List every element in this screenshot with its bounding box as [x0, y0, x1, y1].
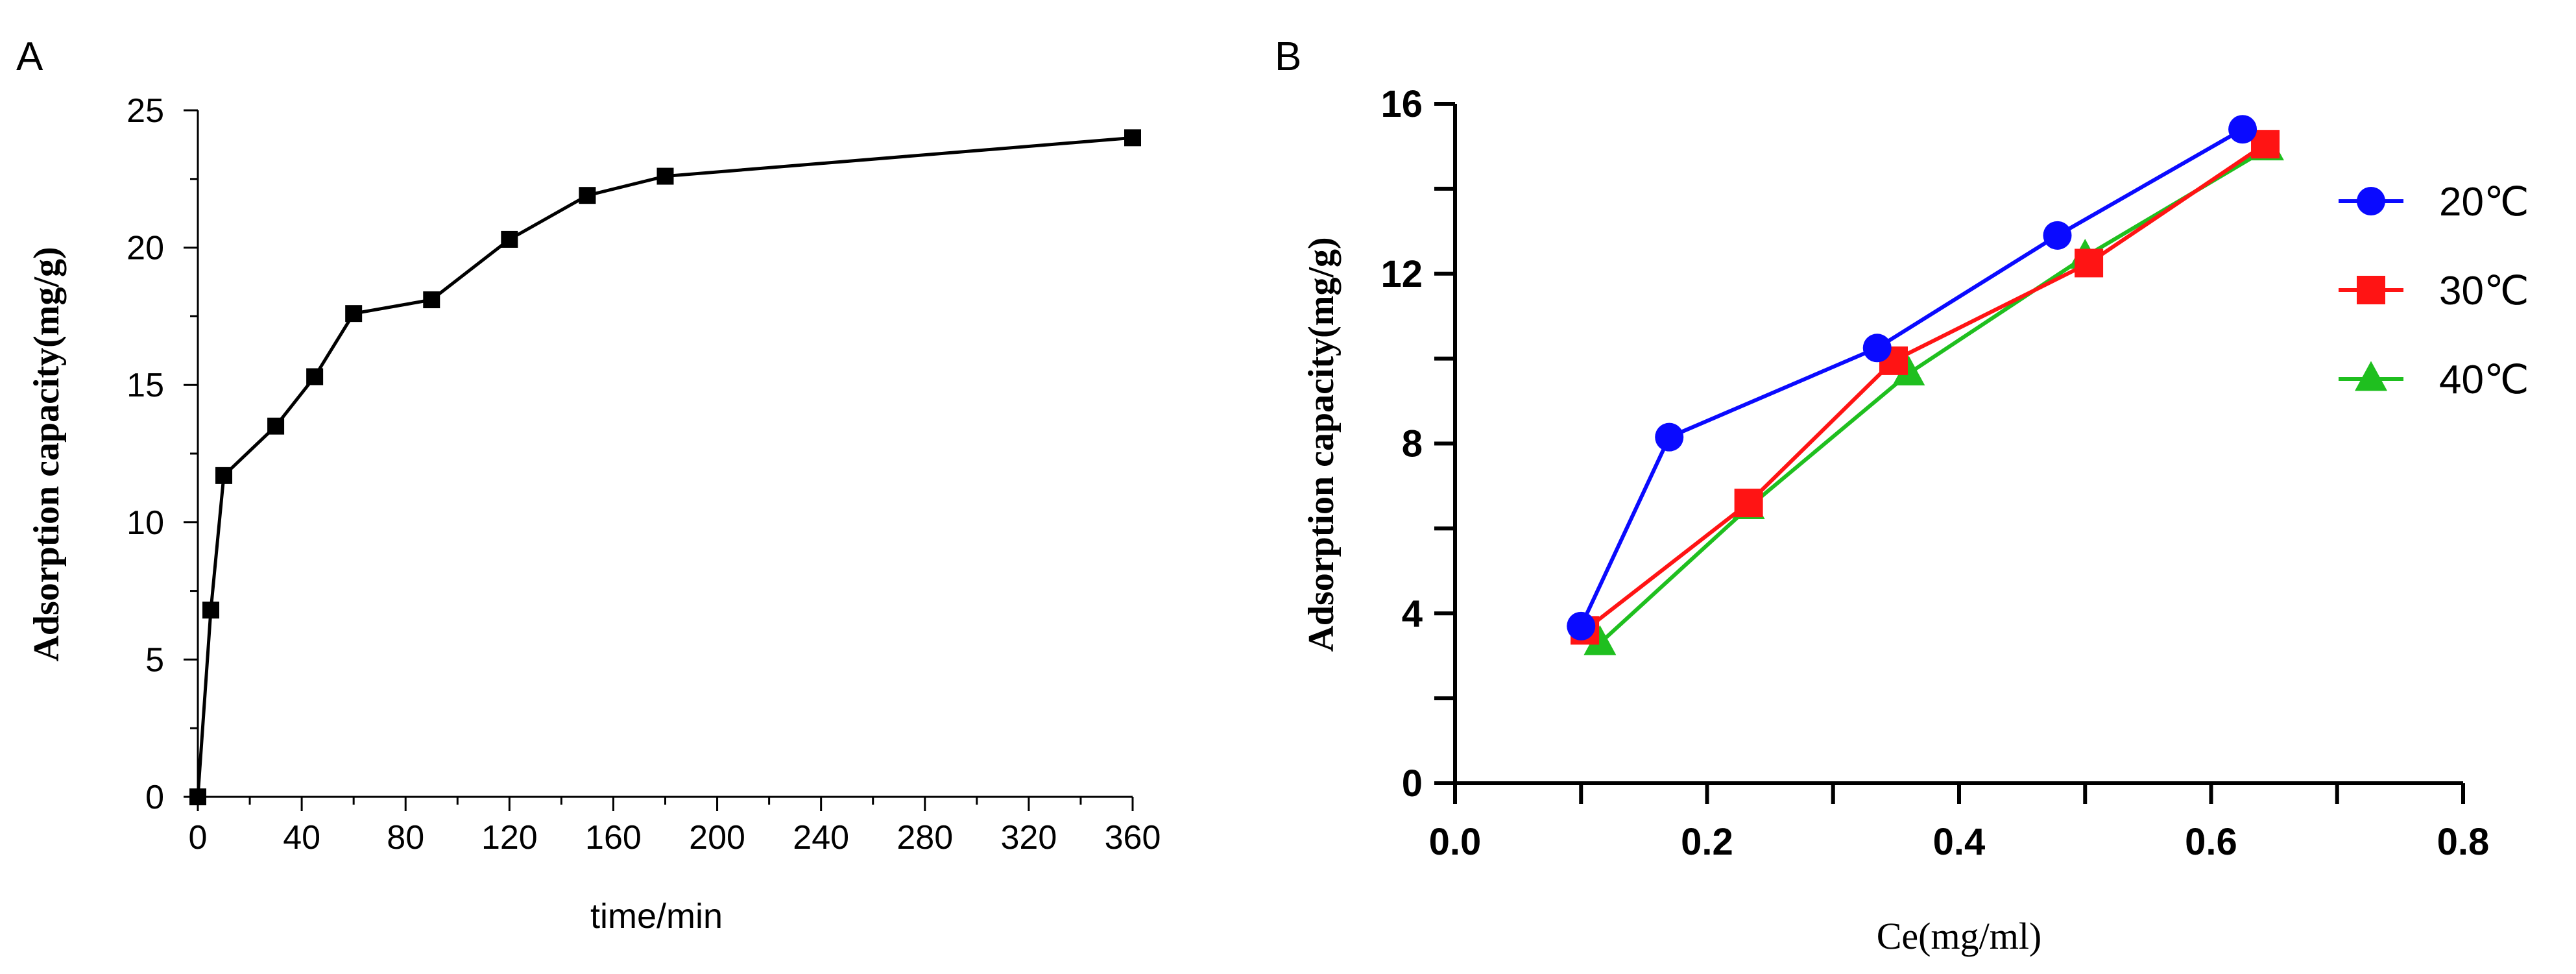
panel-b-data-point — [1734, 489, 1763, 518]
panel-a-y-tick-label: 15 — [126, 367, 164, 404]
panel-b-y-label: Adsorption capacity(mg/g) — [1301, 237, 1342, 651]
panel-b-data-point — [2043, 221, 2072, 250]
panel-b-y-tick-label: 12 — [1380, 253, 1423, 295]
panel-b-data-point — [1655, 422, 1684, 452]
panel-a-data-point — [202, 602, 220, 619]
panel-b-data-point — [1583, 625, 1617, 655]
panel-a-data-point — [345, 305, 363, 323]
panel-a-label: A — [16, 34, 43, 79]
panel-b-x-ticks: 0.0 0.2 0.4 0.6 0.8 — [1429, 783, 2490, 863]
panel-b-data-point — [2075, 249, 2104, 278]
panel-b-x-label: Ce(mg/ml) — [1877, 915, 2042, 957]
panel-a-x-tick-label: 360 — [1105, 819, 1161, 857]
panel-b-y-tick-label: 16 — [1380, 83, 1423, 125]
panel-a: A 0 40 80 120 160 200 240 280 320 360 0510152025 … — [16, 34, 1161, 936]
panel-b: B 0.0 0.2 0.4 0.6 0.8 0 4 8 12 16 Ce(mg/ml) Adso… — [1275, 34, 2529, 957]
panel-a-y-tick-label: 10 — [126, 504, 164, 542]
panel-b-x-tick-label: 0.4 — [1933, 821, 1986, 863]
panel-a-y-ticks: 0 5 10 15 20 25 — [126, 92, 198, 816]
panel-b-data-point — [2228, 115, 2257, 144]
panel-b-data-point — [1892, 355, 1925, 385]
panel-b-legend-marker — [2357, 187, 2385, 215]
panel-b-series-line — [1598, 147, 2269, 645]
panel-b-x-tick-label: 0.2 — [1681, 821, 1733, 863]
panel-a-data-point — [306, 368, 324, 385]
panel-b-legend-item: 20℃ — [2339, 180, 2529, 225]
panel-b-legend-label: 40℃ — [2439, 358, 2529, 402]
panel-a-markers — [189, 129, 1141, 805]
panel-b-series-2 — [1583, 130, 2284, 655]
panel-a-x-tick-label: 40 — [283, 819, 320, 857]
panel-a-y-label: Adsorption capacity(mg/g) — [27, 247, 67, 661]
panel-a-x-tick-label: 160 — [585, 819, 642, 857]
panel-b-series-1 — [1571, 130, 2280, 645]
panel-a-data-point — [656, 167, 674, 185]
panel-a-x-tick-label: 200 — [689, 819, 745, 857]
panel-a-y-tick-label: 25 — [126, 92, 164, 130]
panel-a-axes — [197, 110, 1133, 798]
panel-b-data-point — [1862, 334, 1892, 363]
panel-b-x-tick-label: 0.6 — [2185, 821, 2237, 863]
panel-a-x-ticks: 0 40 80 120 160 200 240 280 320 360 — [189, 797, 1161, 857]
panel-a-x-tick-label: 280 — [897, 819, 953, 857]
panel-a-x-tick-label: 240 — [793, 819, 849, 857]
panel-a-x-tick-label: 0 — [189, 819, 208, 857]
panel-a-y-tick-label: 20 — [126, 230, 164, 267]
panel-a-data-point — [189, 788, 206, 805]
panel-a-x-tick-label: 120 — [481, 819, 538, 857]
panel-b-x-tick-label: 0.0 — [1429, 821, 1482, 863]
panel-b-y-tick-label: 8 — [1402, 423, 1423, 465]
panel-b-y-tick-label: 4 — [1402, 592, 1423, 635]
panel-b-label: B — [1275, 34, 1301, 79]
panel-b-legend-marker — [2355, 361, 2387, 391]
panel-b-legend-item: 30℃ — [2339, 269, 2529, 313]
panel-b-legend-label: 30℃ — [2439, 269, 2529, 313]
panel-a-x-tick-label: 320 — [1001, 819, 1057, 857]
panel-a-data-point — [215, 467, 233, 484]
panel-a-data-point — [423, 291, 440, 309]
panel-a-data-point — [267, 417, 285, 435]
panel-b-legend: 20℃ 30℃ 40℃ — [2339, 180, 2529, 402]
panel-a-data-point — [579, 187, 596, 204]
panel-b-y-ticks: 0 4 8 12 16 — [1380, 83, 1455, 805]
panel-a-y-tick-label: 5 — [145, 641, 164, 679]
panel-b-y-tick-label: 0 — [1402, 762, 1423, 805]
panel-b-series — [1567, 115, 2284, 655]
panel-b-x-tick-label: 0.8 — [2437, 821, 2490, 863]
panel-a-data-point — [1124, 129, 1141, 147]
panel-b-legend-marker — [2357, 276, 2385, 304]
panel-a-x-tick-label: 80 — [387, 819, 424, 857]
panel-b-data-point — [1567, 611, 1596, 640]
panel-a-series-line — [196, 136, 1133, 797]
panel-a-y-tick-label: 0 — [145, 779, 164, 816]
panel-b-series-0 — [1567, 115, 2257, 640]
panel-b-legend-label: 20℃ — [2439, 180, 2529, 225]
panel-b-legend-item: 40℃ — [2339, 358, 2529, 402]
panel-b-axes — [1453, 104, 2463, 785]
panel-a-data-point — [501, 230, 518, 248]
panel-b-series-line — [1583, 142, 2267, 632]
panel-a-x-label: time/min — [590, 897, 723, 936]
